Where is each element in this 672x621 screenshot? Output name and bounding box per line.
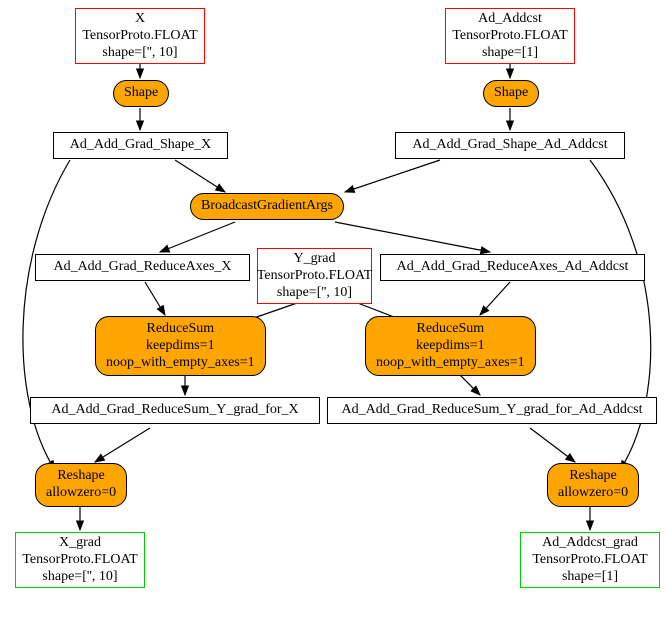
t: Ad_Add_Grad_ReduceAxes_Ad_Addcst [397, 259, 629, 276]
t: ReduceSum [147, 321, 215, 338]
t: keepdims=1 [146, 338, 215, 355]
t: keepdims=1 [416, 338, 485, 355]
t: Ad_Add_Grad_ReduceSum_Y_grad_for_X [51, 402, 298, 419]
output-addcst-grad: Ad_Addcst_grad TensorProto.FLOAT shape=[… [520, 532, 660, 588]
t: BroadcastGradientArgs [201, 198, 333, 215]
t: shape=[1] [482, 45, 538, 62]
t: Y_grad [294, 251, 336, 268]
tensor-reduceaxes-x: Ad_Add_Grad_ReduceAxes_X [35, 254, 250, 281]
edge-layer [0, 0, 672, 621]
t: Ad_Add_Grad_ReduceSum_Y_grad_for_Ad_Addc… [342, 402, 643, 419]
t: Reshape [569, 468, 616, 485]
t: Ad_Addcst [478, 11, 542, 28]
op-shape-right: Shape [483, 80, 539, 107]
t: X_grad [59, 535, 101, 552]
op-reshape-left: Reshape allowzero=0 [35, 463, 127, 507]
t: shape=['', 10] [42, 569, 117, 586]
t: noop_with_empty_axes=1 [106, 355, 255, 372]
t: TensorProto.FLOAT [532, 552, 647, 569]
t: Reshape [57, 468, 104, 485]
t: Shape [124, 85, 158, 102]
output-xgrad: X_grad TensorProto.FLOAT shape=['', 10] [15, 532, 145, 588]
t: TensorProto.FLOAT [22, 552, 137, 569]
t: TensorProto.FLOAT [257, 268, 372, 285]
tensor-reduceaxes-addcst: Ad_Add_Grad_ReduceAxes_Ad_Addcst [380, 254, 645, 281]
t: allowzero=0 [558, 485, 628, 502]
t: X [135, 11, 145, 28]
t: Ad_Addcst_grad [542, 535, 638, 552]
tensor-grad-shape-addcst: Ad_Add_Grad_Shape_Ad_Addcst [395, 132, 625, 159]
op-reducesum-right: ReduceSum keepdims=1 noop_with_empty_axe… [365, 316, 536, 376]
op-shape-left: Shape [113, 80, 169, 107]
input-x: X TensorProto.FLOAT shape=['', 10] [75, 8, 205, 64]
op-reshape-right: Reshape allowzero=0 [547, 463, 639, 507]
t: Shape [494, 85, 528, 102]
t: shape=[1] [562, 569, 618, 586]
t: Ad_Add_Grad_Shape_Ad_Addcst [412, 137, 607, 154]
t: TensorProto.FLOAT [452, 28, 567, 45]
t: allowzero=0 [46, 485, 116, 502]
tensor-rsy-left: Ad_Add_Grad_ReduceSum_Y_grad_for_X [30, 397, 320, 424]
t: shape=['', 10] [277, 285, 352, 302]
t: noop_with_empty_axes=1 [376, 355, 525, 372]
t: TensorProto.FLOAT [82, 28, 197, 45]
input-ygrad: Y_grad TensorProto.FLOAT shape=['', 10] [257, 248, 372, 304]
t: ReduceSum [417, 321, 485, 338]
tensor-grad-shape-x: Ad_Add_Grad_Shape_X [53, 132, 228, 159]
op-broadcast-gradient-args: BroadcastGradientArgs [190, 193, 344, 220]
t: Ad_Add_Grad_Shape_X [70, 137, 212, 154]
tensor-rsy-right: Ad_Add_Grad_ReduceSum_Y_grad_for_Ad_Addc… [327, 397, 657, 424]
input-addcst: Ad_Addcst TensorProto.FLOAT shape=[1] [445, 8, 575, 64]
op-reducesum-left: ReduceSum keepdims=1 noop_with_empty_axe… [95, 316, 266, 376]
t: shape=['', 10] [102, 45, 177, 62]
t: Ad_Add_Grad_ReduceAxes_X [53, 259, 231, 276]
